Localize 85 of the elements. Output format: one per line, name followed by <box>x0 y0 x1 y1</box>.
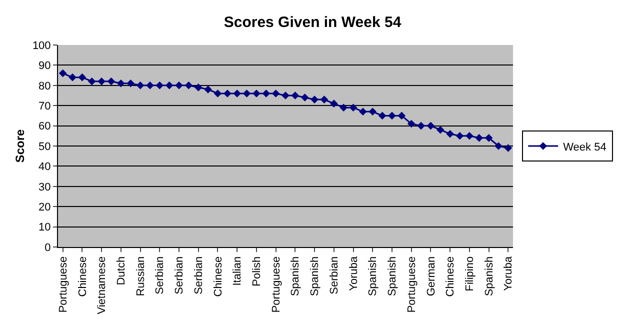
x-tick-label: Vietnamese <box>96 256 108 314</box>
x-tick-label: Yoruba <box>348 256 360 291</box>
x-tick-label: Portuguese <box>406 256 418 313</box>
point <box>175 82 183 90</box>
x-tick-label: Serbian <box>174 256 186 294</box>
y-tick-label: 100 <box>32 40 51 52</box>
point <box>282 92 290 100</box>
point <box>368 108 377 116</box>
x-tick-label: Dutch <box>116 256 128 286</box>
y-tick-label: 10 <box>38 222 51 234</box>
point <box>184 82 193 90</box>
y-tick-label: 50 <box>38 140 51 153</box>
x-tick-label: Filipino <box>464 256 476 292</box>
x-tick-label: Spanish <box>367 256 380 296</box>
point <box>262 90 270 98</box>
y-tick-label: 0 <box>44 242 51 254</box>
point <box>494 142 502 150</box>
x-tick-label: Russian <box>134 256 147 296</box>
point <box>242 90 251 98</box>
x-tick-label: Spanish <box>386 256 399 296</box>
x-tick-label: German <box>425 256 438 296</box>
x-tick-label: Chinese <box>76 256 89 297</box>
y-tick-label: 30 <box>38 181 51 194</box>
point <box>68 73 76 82</box>
point <box>407 120 416 128</box>
y-tick-label: 90 <box>38 60 51 72</box>
point <box>224 90 232 98</box>
point <box>504 144 512 152</box>
y-axis-title: Score <box>13 129 27 163</box>
point <box>398 112 406 120</box>
point <box>194 84 202 92</box>
point <box>436 126 444 134</box>
point <box>417 122 425 130</box>
point <box>456 132 464 140</box>
x-tick-label: Serbian <box>154 256 166 294</box>
point <box>117 79 125 88</box>
x-tick-label: Serbian <box>328 256 340 294</box>
x-tick-label: Italian <box>232 256 244 286</box>
point <box>320 96 328 104</box>
point <box>233 90 241 98</box>
x-tick-label: Yoruba <box>502 256 515 291</box>
point <box>126 79 135 88</box>
y-tick-label: 20 <box>38 201 51 214</box>
x-tick-label: Polish <box>251 256 264 286</box>
y-tick-label: 70 <box>38 100 51 112</box>
legend-label: Week 54 <box>563 141 606 154</box>
point <box>349 104 358 112</box>
point <box>359 108 367 116</box>
point <box>136 82 144 90</box>
point <box>146 82 154 90</box>
point <box>446 130 454 138</box>
point <box>204 86 212 94</box>
point <box>310 96 318 104</box>
point <box>475 134 484 142</box>
x-tick-label: Chinese <box>212 256 224 297</box>
x-tick-label: Serbian <box>192 256 205 294</box>
point <box>426 122 435 130</box>
point <box>340 104 348 112</box>
point <box>98 77 106 86</box>
point <box>388 112 396 120</box>
point <box>330 100 338 108</box>
point <box>107 77 116 86</box>
point <box>484 134 493 142</box>
y-tick-label: 80 <box>38 80 51 92</box>
point <box>214 90 222 98</box>
point <box>78 73 86 82</box>
x-tick-label: Portuguese <box>270 256 282 313</box>
point <box>165 82 174 90</box>
point <box>272 90 280 98</box>
point <box>156 82 164 90</box>
point <box>252 90 260 98</box>
x-tick-label: Spanish <box>290 256 302 296</box>
point <box>291 92 300 100</box>
x-tick-label: Spanish <box>309 256 322 296</box>
point <box>466 132 474 140</box>
point <box>300 94 309 102</box>
x-tick-label: Chinese <box>444 256 457 297</box>
point <box>58 69 67 78</box>
x-tick-label: Spanish <box>483 256 496 296</box>
point <box>378 112 386 120</box>
point <box>88 77 96 86</box>
y-tick-label: 40 <box>38 161 51 174</box>
chart-title: Scores Given in Week 54 <box>224 14 402 31</box>
y-tick-label: 60 <box>38 120 51 133</box>
x-tick-label: Portuguese <box>57 256 70 313</box>
